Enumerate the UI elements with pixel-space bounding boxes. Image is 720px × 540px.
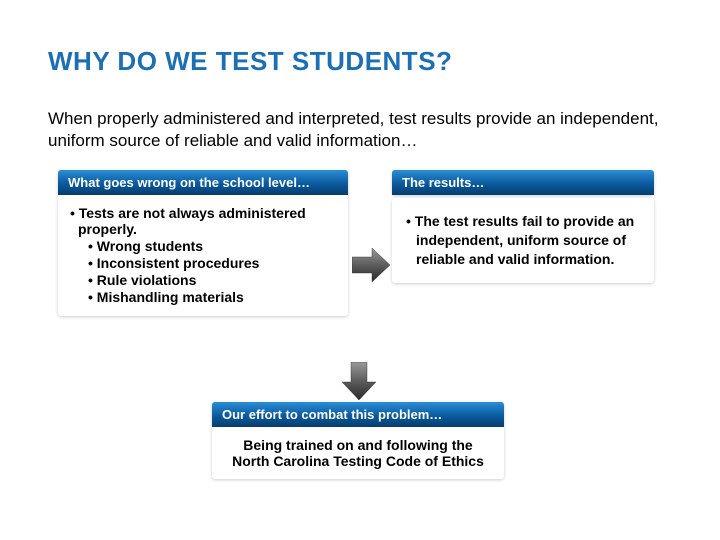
right-panel-header-box: The results…	[392, 170, 654, 195]
right-panel-header: The results…	[392, 170, 654, 195]
list-item: Inconsistent procedures	[70, 255, 336, 271]
right-list: The test results fail to provide an inde…	[404, 212, 642, 269]
right-panel-body: The test results fail to provide an inde…	[392, 198, 654, 283]
left-panel-header: What goes wrong on the school level…	[58, 170, 348, 195]
bottom-panel-header: Our effort to combat this problem…	[212, 402, 504, 427]
left-panel-body: Tests are not always administered proper…	[58, 195, 348, 316]
left-panel: What goes wrong on the school level… Tes…	[58, 170, 348, 316]
list-item: Tests are not always administered proper…	[70, 205, 336, 237]
arrow-right-icon	[352, 248, 390, 282]
arrow-down-icon	[342, 362, 376, 400]
intro-text: When properly administered and interpret…	[48, 108, 672, 152]
left-list: Tests are not always administered proper…	[70, 205, 336, 305]
list-item: Wrong students	[70, 238, 336, 254]
list-item: Mishandling materials	[70, 289, 336, 305]
list-item: Rule violations	[70, 272, 336, 288]
bottom-panel: Our effort to combat this problem… Being…	[212, 402, 504, 479]
slide-title: WHY DO WE TEST STUDENTS?	[48, 46, 452, 77]
bottom-panel-body: Being trained on and following the North…	[212, 427, 504, 479]
list-item: The test results fail to provide an inde…	[404, 212, 642, 269]
